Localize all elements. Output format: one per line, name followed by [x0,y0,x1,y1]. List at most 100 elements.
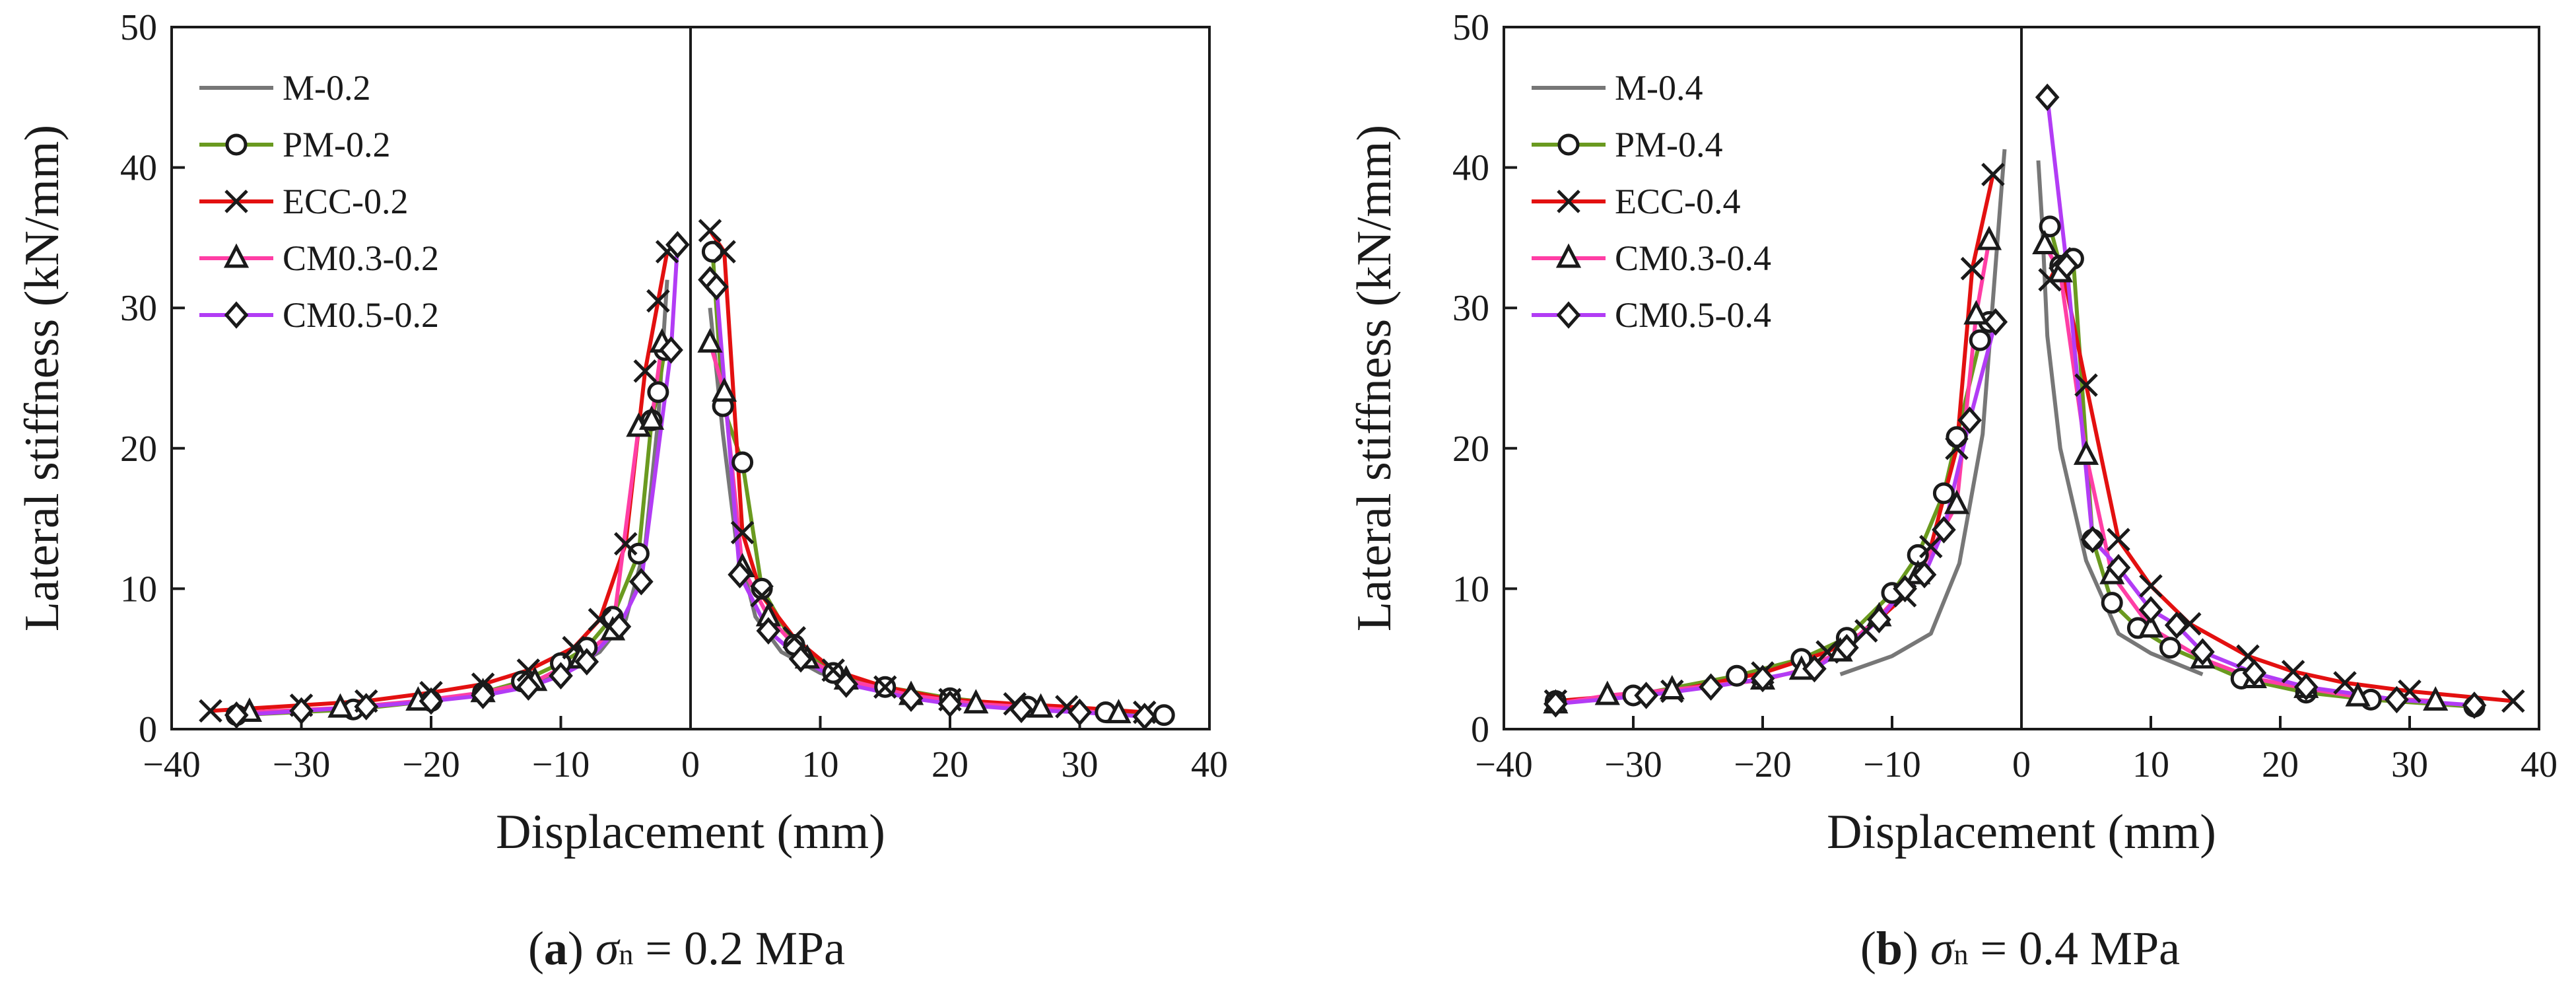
data-point-CM0.3-0.2 [327,693,353,718]
legend-marker [224,301,249,329]
data-point-CM0.3-0.4 [1976,225,2002,250]
x-tick-label: 20 [932,744,968,785]
legend-label: M-0.2 [283,68,371,108]
data-point-CM0.5-0.4 [1912,561,1937,588]
data-point-ECC-0.4 [2281,660,2305,684]
y-tick-label: 30 [120,288,157,329]
data-point-CM0.5-0.2 [937,689,963,718]
x-tick-label: 40 [1191,744,1228,785]
legend-marker [1555,243,1582,268]
data-point-CM0.3-0.2 [1106,699,1132,724]
data-point-CM0.3-0.4 [2423,686,2449,711]
data-point-CM0.3-0.2 [1028,693,1054,718]
data-point-CM0.5-0.2 [898,684,924,713]
legend-marker [224,190,248,213]
data-point-CM0.5-0.2 [834,670,859,698]
x-tick-label: −20 [402,744,460,785]
legend-marker [225,133,248,156]
y-tick-label: 30 [1452,288,1489,329]
y-axis-title: Lateral stiffness (kN/mm) [15,125,69,631]
data-point-CM0.3-0.4 [2073,440,2099,465]
data-point-PM-0.2 [731,451,754,474]
data-point-CM0.5-0.2 [1068,698,1092,726]
data-point-CM0.3-0.2 [963,689,989,714]
y-tick-label: 40 [1452,148,1489,189]
data-point-CM0.5-0.4 [2242,659,2267,687]
data-point-CM0.5-0.4 [1983,308,2008,336]
caption-value: = 0.4 MPa [1968,922,2180,975]
x-tick-label: 0 [2012,744,2031,785]
data-point-ECC-0.2 [873,675,897,699]
x-tick-label: −30 [1604,744,1662,785]
data-point-ECC-0.4 [1981,162,2005,186]
data-point-CM0.5-0.2 [665,230,690,259]
x-tick-label: 0 [681,744,700,785]
legend-label: ECC-0.4 [1615,182,1741,221]
data-point-PM-0.2 [1153,704,1175,726]
caption-letter: a [544,922,568,975]
data-point-CM0.5-0.2 [224,701,249,729]
data-point-ECC-0.2 [712,240,736,264]
x-tick-label: 30 [1062,744,1099,785]
data-point-ECC-0.4 [2139,574,2163,598]
data-point-ECC-0.2 [646,289,670,313]
data-point-CM0.5-0.2 [659,336,683,364]
x-tick-label: 10 [802,744,839,785]
data-point-CM0.3-0.4 [2138,613,2164,638]
data-point-CM0.5-0.4 [1634,682,1658,709]
data-point-CM0.3-0.4 [2345,682,2371,707]
y-tick-label: 50 [120,7,157,48]
x-tick-label: −10 [532,744,590,785]
y-tick-label: 10 [1452,569,1489,610]
x-tick-label: 30 [2391,744,2428,785]
data-point-ECC-0.2 [588,608,612,631]
data-point-CM0.5-0.2 [756,617,781,645]
legend-label: CM0.5-0.4 [1615,295,1771,335]
data-point-CM0.5-0.4 [2035,83,2060,112]
data-point-CM0.5-0.4 [1802,654,1827,683]
x-tick-label: −30 [273,744,331,785]
markers-ECC-0.4 [1543,162,2525,713]
data-point-CM0.5-0.4 [2462,691,2487,719]
panel-caption: (b) σn = 0.4 MPa [1860,922,2180,975]
series-CM0.3-0.2 [249,342,1119,716]
legend: M-0.4 PM-0.4 ECC-0.4 CM0.3-0.4 CM0.5-0.4 [1532,68,1771,335]
data-point-CM0.5-0.4 [1932,516,1956,544]
data-point-ECC-0.2 [199,699,222,723]
caption-symbol: σ [595,922,621,975]
legend-marker [1556,301,1581,329]
y-tick-label: 20 [1452,429,1489,470]
panel-caption: (a) σn = 0.2 MPa [528,922,845,975]
data-point-PM-0.4 [2159,637,2181,659]
legend-label: CM0.3-0.4 [1615,238,1771,278]
caption-value: = 0.2 MPa [633,922,845,975]
data-point-PM-0.2 [701,240,724,263]
chart-panel-b: −40 −30 −20 −10 0 10 20 30 40 0 10 20 30 40 50 Displace… [1347,7,2558,975]
data-point-CM0.3-0.4 [1963,300,1989,325]
caption-subscript: n [1953,938,1968,971]
x-tick-label: 20 [2262,744,2299,785]
legend-marker [223,243,250,268]
data-point-CM0.5-0.2 [728,561,753,588]
data-point-CM0.5-0.4 [1543,689,1568,718]
data-point-CM0.5-0.2 [1132,703,1157,730]
x-axis-title: Displacement (mm) [496,805,885,859]
markers-CM0.3-0.2 [236,328,1132,724]
y-tick-label: 50 [1452,7,1489,48]
legend-label: PM-0.2 [283,125,391,164]
data-point-CM0.5-0.4 [2190,638,2215,666]
data-point-CM0.5-0.2 [788,645,813,673]
legend-label: M-0.4 [1615,68,1703,108]
data-point-ECC-0.4 [1945,437,1969,460]
data-point-CM0.5-0.2 [289,697,314,725]
data-point-PM-0.2 [627,542,650,565]
data-point-ECC-0.4 [1960,256,1984,281]
data-point-CM0.5-0.4 [1699,673,1723,701]
data-point-CM0.5-0.2 [574,648,599,676]
chart-panel-a: −40 −30 −20 −10 0 10 20 30 40 0 10 20 30 40 50 Displace… [15,7,1228,975]
data-point-CM0.5-0.2 [516,673,541,701]
x-axis-title: Displacement (mm) [1827,805,2216,859]
markers-CM0.5-0.4 [1543,83,2487,719]
x-tick-label: 10 [2132,744,2169,785]
